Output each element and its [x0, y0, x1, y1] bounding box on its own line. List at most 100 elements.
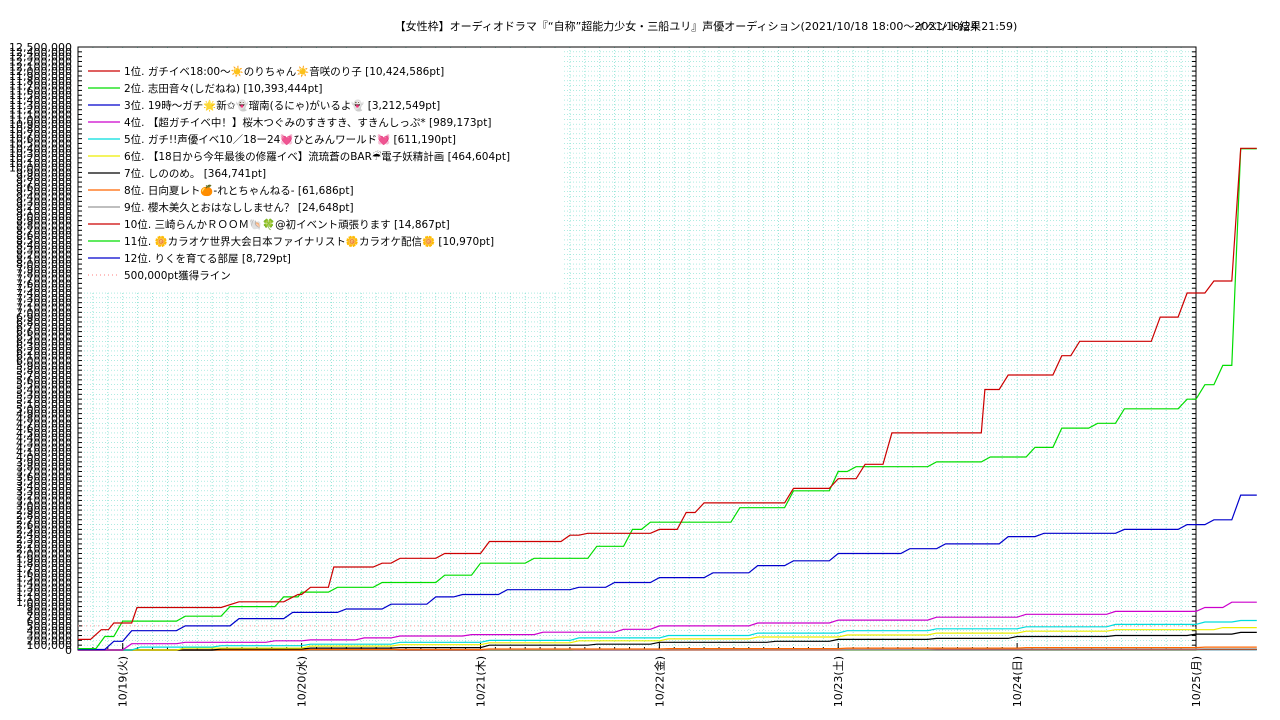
y-tick-label: 11,000,000	[9, 113, 72, 126]
x-axis: 10/19(火) 10/20(水) 10/21(木) 10/22(金) 10/23(土)…	[77, 643, 1203, 707]
legend-label: 1位. ガチイベ18:00〜☀️のりちゃん☀️音咲のり子 [10,424,586…	[124, 65, 444, 78]
y-tick-label: 3,000,000	[16, 499, 72, 512]
y-tick-label: 2,000,000	[16, 548, 72, 561]
y-tick-label: 5,200,000	[16, 393, 72, 406]
y-tick-label: 3,700,000	[16, 466, 72, 479]
y-tick-label: 300,000	[27, 630, 73, 643]
y-tick-label: 5,600,000	[16, 374, 72, 387]
y-tick-label: 5,800,000	[16, 364, 72, 377]
y-tick-label: 11,300,000	[9, 99, 72, 112]
y-tick-label: 200,000	[27, 634, 73, 647]
y-tick-label: 1,700,000	[16, 562, 72, 575]
y-tick-label: 8,800,000	[16, 219, 72, 232]
y-tick-label: 10,700,000	[9, 128, 72, 141]
series-line	[78, 601, 1257, 651]
y-tick-label: 6,200,000	[16, 345, 72, 358]
y-tick-label: 7,200,000	[16, 297, 72, 310]
y-tick-label: 9,400,000	[16, 191, 72, 204]
y-tick-label: 11,800,000	[9, 75, 72, 88]
y-tick-label: 2,100,000	[16, 543, 72, 556]
y-tick-label: 7,400,000	[16, 287, 72, 300]
y-tick-label: 10,100,000	[9, 157, 72, 170]
y-tick-label: 6,700,000	[16, 321, 72, 334]
series-layer	[78, 147, 1257, 651]
y-tick-label: 2,500,000	[16, 523, 72, 536]
y-tick-label: 0	[65, 644, 72, 657]
y-tick-label: 1,400,000	[16, 576, 72, 589]
y-tick-label: 9,200,000	[16, 200, 72, 213]
x-tick-label: 10/23(土)	[832, 656, 845, 707]
y-tick-label: 7,500,000	[16, 282, 72, 295]
y-tick-label: 12,500,000	[9, 41, 72, 54]
y-tick-label: 4,800,000	[16, 412, 72, 425]
y-tick-label: 6,600,000	[16, 326, 72, 339]
y-tick-label: 7,800,000	[16, 268, 72, 281]
y-tick-label: 2,400,000	[16, 528, 72, 541]
y-tick-label: 5,500,000	[16, 379, 72, 392]
y-tick-label: 4,900,000	[16, 408, 72, 421]
y-tick-label: 9,700,000	[16, 176, 72, 189]
legend-label: 6位. 【18日から今年最後の修羅イベ】流琉蒼のBAR☔電子妖精計画 [464,…	[124, 150, 510, 163]
y-tick-label: 7,000,000	[16, 306, 72, 319]
y-tick-label: 8,900,000	[16, 215, 72, 228]
y-tick-label: 1,200,000	[16, 586, 72, 599]
x-tick-label: 10/24(日)	[1011, 656, 1024, 707]
legend: 1位. ガチイベ18:00〜☀️のりちゃん☀️音咲のり子 [10,424,586…	[84, 50, 562, 292]
y-tick-label: 10,000,000	[9, 162, 72, 175]
y-tick-label: 2,300,000	[16, 533, 72, 546]
y-tick-label: 8,300,000	[16, 244, 72, 257]
y-tick-label: 2,200,000	[16, 538, 72, 551]
legend-box	[84, 50, 562, 292]
x-tick-label: 10/20(水)	[296, 656, 309, 707]
y-tick-label: 10,800,000	[9, 123, 72, 136]
y-tick-label: 11,400,000	[9, 94, 72, 107]
y-tick-label: 4,600,000	[16, 422, 72, 435]
y-tick-label: 10,400,000	[9, 142, 72, 155]
y-tick-label: 5,100,000	[16, 398, 72, 411]
legend-label: 9位. 櫻木美久とおはなししません？ [24,648pt]	[124, 201, 354, 214]
legend-label: 7位. しののめ。 [364,741pt]	[124, 167, 266, 180]
y-tick-label: 10,500,000	[9, 137, 72, 150]
y-tick-label: 1,300,000	[16, 581, 72, 594]
series-line	[78, 631, 1257, 651]
y-tick-label: 5,300,000	[16, 388, 72, 401]
y-tick-label: 6,900,000	[16, 311, 72, 324]
x-tick-label: 10/25(月)	[1190, 656, 1203, 707]
y-tick-label: 6,100,000	[16, 350, 72, 363]
series-line	[78, 494, 1257, 651]
y-tick-label: 8,600,000	[16, 229, 72, 242]
y-tick-label: 8,700,000	[16, 224, 72, 237]
y-tick-label: 8,400,000	[16, 239, 72, 252]
y-tick-label: 11,700,000	[9, 80, 72, 93]
legend-label: 2位. 志田音々(しだねね) [10,393,444pt]	[124, 82, 322, 95]
y-tick-label: 7,100,000	[16, 301, 72, 314]
y-tick-label: 9,800,000	[16, 171, 72, 184]
y-tick-label: 3,200,000	[16, 490, 72, 503]
y-tick-label: 4,000,000	[16, 451, 72, 464]
y-tick-label: 8,100,000	[16, 253, 72, 266]
y-tick-label: 6,000,000	[16, 355, 72, 368]
y-tick-label: 700,000	[27, 610, 73, 623]
y-tick-label: 5,000,000	[16, 403, 72, 416]
y-tick-label: 8,200,000	[16, 248, 72, 261]
y-tick-label: 3,300,000	[16, 485, 72, 498]
y-tick-label: 800,000	[27, 605, 73, 618]
x-tick-label: 10/22(金)	[652, 656, 666, 707]
y-tick-label: 3,500,000	[16, 475, 72, 488]
y-tick-label: 1,900,000	[16, 552, 72, 565]
y-tick-label: 11,900,000	[9, 70, 72, 83]
y-tick-label: 9,100,000	[16, 205, 72, 218]
y-tick-label: 4,200,000	[16, 441, 72, 454]
y-tick-label: 5,700,000	[16, 369, 72, 382]
y-tick-label: 12,400,000	[9, 46, 72, 59]
y-tick-label: 900,000	[27, 601, 73, 614]
y-tick-label: 2,600,000	[16, 519, 72, 532]
y-tick-label: 7,300,000	[16, 292, 72, 305]
series-line	[78, 627, 1257, 651]
y-tick-label: 10,200,000	[9, 152, 72, 165]
y-tick-label: 1,000,000	[16, 596, 72, 609]
x-tick-label: 10/19(火)	[117, 656, 130, 707]
y-tick-label: 6,400,000	[16, 335, 72, 348]
y-tick-label: 9,900,000	[16, 166, 72, 179]
